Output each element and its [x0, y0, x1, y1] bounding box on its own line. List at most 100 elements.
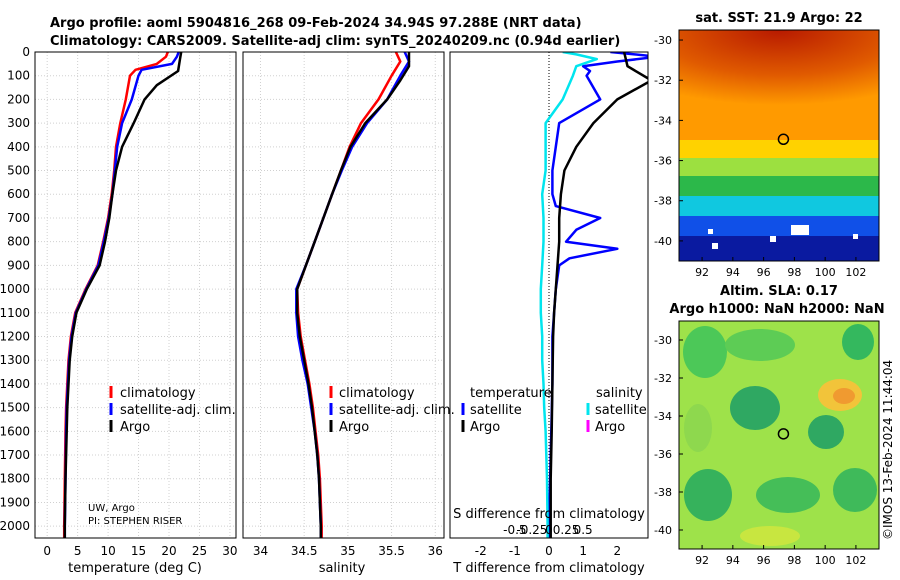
latitude-tick-label: -38: [654, 486, 672, 499]
longitude-tick-label: 100: [815, 266, 836, 279]
depth-tick-label: 0: [22, 45, 30, 59]
depth-tick-label: 1800: [0, 472, 30, 486]
longitude-tick-label: 98: [787, 554, 801, 567]
depth-tick-label: 2000: [0, 519, 30, 533]
sst-missing-patch: [712, 243, 718, 249]
sst-missing-patch: [853, 234, 858, 239]
s-difference-xlabel: S difference from climatology: [453, 507, 645, 522]
sla-map-subtitle: Argo h1000: NaN h2000: NaN: [669, 302, 884, 317]
salinity-frame: [242, 51, 445, 539]
s-difference-tick-labels: -0.5-0.250 0.250.5: [503, 523, 593, 537]
institution-note: UW, Argo: [88, 503, 135, 514]
temperature-tick-label: 0: [43, 544, 51, 558]
depth-tick-label: 300: [7, 116, 30, 130]
temperature-tick-label: 20: [161, 544, 176, 558]
latitude-tick-label: -36: [654, 155, 672, 168]
depth-tick-label: 1400: [0, 377, 30, 391]
sst-blue-band: [679, 216, 879, 238]
s-difference-tick-label: 0: [545, 523, 553, 537]
legend-label-climatology: climatology: [339, 386, 415, 401]
sla-high: [740, 526, 800, 546]
difference-series-line-s-satellite-clim: [539, 52, 599, 538]
sst-map-panel: sat. SST: 21.9 Argo: 22 -30-32-34-36-38-…: [654, 11, 880, 279]
salinity-tick-label: 34.5: [291, 544, 318, 558]
sla-eddy: [842, 324, 874, 360]
depth-tick-label: 1600: [0, 424, 30, 438]
latitude-tick-label: -34: [654, 114, 672, 127]
depth-tick-label: 1500: [0, 401, 30, 415]
salinity-series-line-argo: [295, 52, 411, 538]
depth-tick-labels: 0 100 200 300 400 500 600 700 800 900 1000 1100 1200…: [0, 45, 30, 533]
sst-missing-patch: [791, 225, 809, 235]
sla-latitude-labels: -30 -32 -34 -36 -38 -40: [654, 334, 683, 537]
longitude-tick-label: 94: [726, 266, 740, 279]
sst-yellow-band: [679, 140, 879, 162]
temperature-tick-label: 5: [74, 544, 82, 558]
sla-map-frame: [678, 320, 880, 550]
salinity-panel: 34 34.5 35 35.5 36 salinity climatology sate…: [242, 51, 455, 576]
latitude-tick-label: -30: [654, 334, 672, 347]
depth-tick-label: 1100: [0, 306, 30, 320]
temperature-frame: [34, 51, 237, 539]
legend-header-temperature: temperature: [470, 386, 552, 401]
depth-tick-label: 600: [7, 187, 30, 201]
depth-tick-label: 900: [7, 258, 30, 272]
sla-eddy: [730, 386, 780, 430]
argo-position-marker: [777, 428, 790, 440]
depth-tick-label: 1300: [0, 353, 30, 367]
sla-eddy: [684, 404, 712, 452]
legend-label-argo: Argo: [339, 420, 369, 435]
depth-tick-label: 400: [7, 140, 30, 154]
sla-eddy: [683, 326, 727, 378]
latitude-tick-label: -30: [654, 34, 672, 47]
sla-eddy: [833, 468, 877, 512]
t-difference-tick-label: -2: [475, 544, 487, 558]
salinity-series: [295, 52, 411, 538]
s-difference-tick-label: -0.25: [516, 523, 547, 537]
latitude-tick-label: -38: [654, 195, 672, 208]
s-difference-tick-label: -0.5: [503, 523, 526, 537]
salinity-grid: [243, 51, 444, 538]
latitude-tick-label: -32: [654, 74, 672, 87]
argo-position-marker: [777, 133, 790, 146]
temperature-series: [62, 52, 183, 538]
salinity-tick-label: 34: [253, 544, 268, 558]
latitude-tick-label: -40: [654, 524, 672, 537]
figure-title-line1: Argo profile: aoml 5904816_268 09-Feb-20…: [50, 16, 582, 31]
depth-tick-label: 800: [7, 235, 30, 249]
salinity-tick-label: 36: [428, 544, 443, 558]
legend-label-satellite: satellite-adj. clim.: [120, 403, 236, 418]
legend-label-argo: Argo: [120, 420, 150, 435]
figure-title-line2: Climatology: CARS2009. Satellite-adj cli…: [50, 34, 620, 49]
longitude-tick-label: 102: [845, 266, 866, 279]
difference-panel: -2 -1 0 1 2 -0.5-0.250 0.250.5 S difference f…: [449, 51, 649, 576]
sst-field: [679, 30, 879, 261]
sst-missing-patch: [708, 229, 713, 234]
temperature-tick-labels: 0 5 10 15 20 25 30: [43, 544, 237, 558]
depth-tick-label: 1700: [0, 448, 30, 462]
depth-tick-label: 200: [7, 92, 30, 106]
sla-high-core: [833, 388, 855, 404]
copyright-stamp: ©IMOS 13-Feb-2024 11:44:04: [881, 360, 895, 540]
t-difference-tick-label: 1: [579, 544, 587, 558]
temperature-xlabel: temperature (deg C): [68, 561, 202, 576]
t-difference-xlabel: T difference from climatology: [452, 561, 645, 576]
longitude-tick-label: 102: [845, 554, 866, 567]
sst-green-band: [679, 176, 879, 198]
temperature-tick-label: 25: [192, 544, 207, 558]
sst-missing-patch: [770, 236, 776, 242]
t-difference-tick-label: 0: [545, 544, 553, 558]
salinity-xlabel: salinity: [319, 561, 366, 576]
legend-label-climatology: climatology: [120, 386, 196, 401]
t-difference-tick-label: 2: [613, 544, 621, 558]
sla-eddy: [684, 469, 732, 521]
salinity-series-line-climatology: [295, 52, 402, 538]
longitude-tick-label: 94: [726, 554, 740, 567]
sst-latitude-labels: -30 -32 -34 -36 -38 -40: [654, 34, 683, 248]
sst-longitude-labels: 92 94 96 98 100 102: [695, 257, 866, 279]
salinity-legend: climatology satellite-adj. clim. Argo: [329, 386, 455, 435]
legend-label-s-satellite: satellite: [595, 403, 647, 418]
sst-warm-band: [679, 30, 879, 105]
sla-longitude-labels: 92 94 96 98 100 102: [695, 545, 866, 567]
difference-series: [539, 52, 648, 538]
